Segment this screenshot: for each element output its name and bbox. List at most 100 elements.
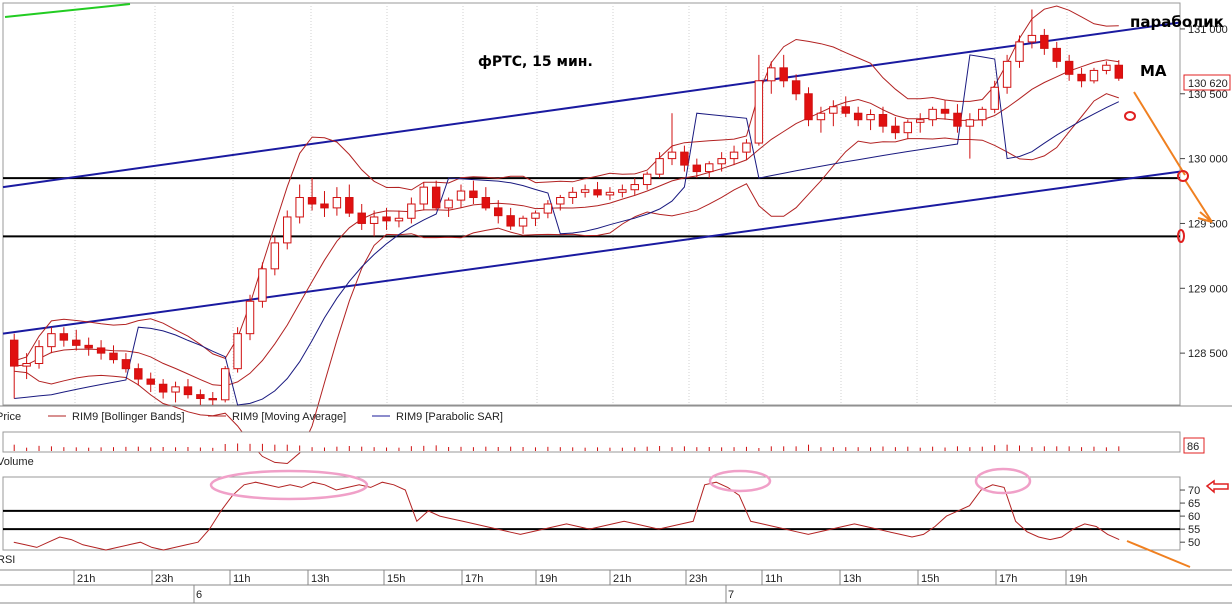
candle	[853, 106, 863, 127]
candle	[965, 113, 975, 159]
candle	[1052, 41, 1061, 68]
hour-label: 23h	[689, 573, 707, 585]
marker-ma	[1124, 111, 1136, 121]
candle	[878, 106, 888, 133]
day-label: 7	[728, 589, 734, 601]
candle	[915, 113, 925, 133]
rsi-overbought-highlight-1	[209, 469, 369, 501]
sar-line	[14, 54, 1120, 406]
candle	[767, 61, 776, 94]
trend-channel	[2, 21, 1181, 335]
hour-label: 11h	[765, 573, 783, 585]
candle	[134, 363, 143, 386]
price-tick-label: 130 500	[1188, 89, 1228, 101]
candle	[208, 392, 218, 405]
candle	[1102, 61, 1111, 75]
last-price-label: 130 620	[1188, 78, 1228, 90]
candle	[940, 100, 950, 120]
candle	[47, 327, 56, 354]
candle	[34, 340, 44, 369]
candle	[618, 184, 627, 198]
candle	[903, 119, 913, 140]
candle	[382, 207, 391, 230]
candle	[307, 178, 317, 211]
candle	[841, 96, 850, 118]
candle	[518, 215, 528, 234]
candle	[196, 389, 205, 405]
candle	[9, 333, 19, 399]
candle	[804, 87, 813, 127]
candle	[1040, 28, 1049, 55]
hour-label: 11h	[233, 573, 251, 585]
price-panel	[2, 2, 1181, 406]
legend-sar: RIM9 [Parabolic SAR]	[396, 411, 503, 423]
candle	[791, 74, 801, 101]
day-label: 6	[196, 589, 202, 601]
candle	[456, 184, 466, 208]
candle	[1002, 54, 1012, 94]
candle	[742, 139, 751, 160]
candle	[258, 262, 267, 308]
candle	[1089, 67, 1099, 84]
candle	[233, 327, 242, 373]
rsi-line	[13, 481, 1120, 551]
candle	[419, 181, 428, 211]
candle	[245, 294, 255, 341]
candle	[543, 200, 553, 219]
candle	[183, 379, 193, 399]
price-tick-label: 131 000	[1188, 24, 1228, 36]
volume-panel	[2, 431, 1181, 453]
marker-target-1	[1177, 170, 1189, 182]
candle	[1015, 35, 1024, 68]
rsi-tick-label: 60	[1188, 511, 1200, 523]
candle	[84, 337, 93, 356]
legend-bollinger: RIM9 [Bollinger Bands]	[72, 411, 185, 423]
candle	[990, 80, 999, 114]
candle	[320, 191, 329, 217]
price-axis: 131 000 130 500 130 000 129 500 129 000 128 5…	[1180, 24, 1228, 360]
price-tick-label: 129 500	[1188, 218, 1228, 230]
candle	[332, 187, 342, 216]
price-tick-label: 129 000	[1188, 283, 1228, 295]
candle	[779, 54, 788, 88]
rsi-arrow-icon	[1205, 479, 1229, 494]
candle	[717, 152, 726, 172]
candle	[829, 100, 838, 127]
candle	[369, 210, 379, 237]
candle	[605, 187, 615, 201]
candle	[1027, 9, 1037, 49]
candle	[580, 184, 590, 198]
hour-label: 15h	[921, 573, 939, 585]
candle	[469, 180, 478, 204]
time-axis: 21h 23h 11h 13h 15h 17h 19h 21h 23h 11h 13h 15h 17h 1…	[73, 570, 1087, 603]
candle	[556, 194, 565, 211]
candle	[72, 329, 81, 351]
rsi-tick-label: 55	[1188, 524, 1200, 536]
hour-label: 13h	[843, 573, 861, 585]
rsi-tick-label: 65	[1188, 498, 1200, 510]
candle	[407, 197, 416, 224]
hour-label: 15h	[387, 573, 405, 585]
hour-label: 17h	[465, 573, 483, 585]
volume-bars	[13, 443, 1120, 451]
candle	[146, 372, 155, 393]
candle	[953, 104, 962, 133]
candle	[568, 187, 577, 204]
candles	[9, 9, 1124, 405]
chart-title: фРТС, 15 мин.	[478, 54, 593, 70]
candle	[866, 109, 875, 131]
volume-value-box	[1183, 437, 1205, 454]
hour-label: 13h	[311, 573, 329, 585]
candle	[96, 340, 106, 360]
forecast-arrow	[1133, 91, 1213, 223]
channel-line-upper	[2, 21, 1181, 189]
candle	[630, 178, 639, 195]
bb-lower	[14, 93, 1119, 465]
price-tick-label: 130 000	[1188, 154, 1228, 166]
rsi-label: RSI	[0, 554, 15, 566]
legend-price: Price	[0, 411, 21, 423]
rsi-overbought-highlight-2	[708, 469, 772, 493]
legend-ma: RIM9 [Moving Average]	[232, 411, 346, 423]
candle	[345, 184, 354, 217]
